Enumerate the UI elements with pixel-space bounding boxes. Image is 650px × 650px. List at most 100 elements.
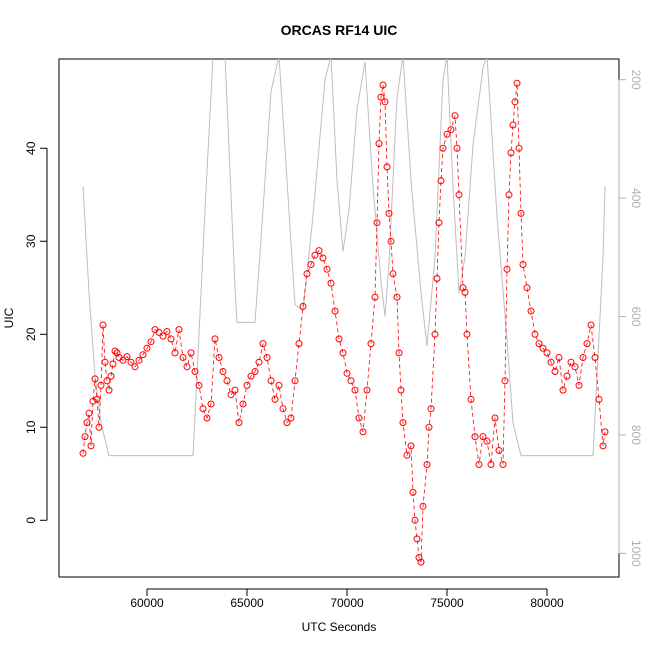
data-point: [443, 130, 451, 138]
data-point: [459, 284, 467, 292]
data-point: [147, 338, 155, 346]
chart-title: ORCAS RF14 UIC: [281, 22, 398, 38]
data-point: [287, 414, 295, 422]
uic-connector-line: [82, 83, 606, 563]
data-point: [559, 386, 567, 394]
data-point: [113, 349, 121, 357]
data-point: [491, 414, 499, 422]
data-point: [395, 349, 403, 357]
data-point: [109, 360, 117, 368]
data-point: [587, 321, 595, 329]
data-point: [359, 428, 367, 436]
right-axis-tick-label: 400: [629, 188, 643, 208]
data-point: [519, 261, 527, 268]
data-point: [327, 279, 335, 287]
data-point: [511, 98, 519, 106]
y-axis: 0 10 20 30 40: [24, 141, 48, 524]
data-point: [363, 386, 371, 394]
data-point: [203, 414, 211, 422]
data-point: [231, 386, 239, 394]
data-point: [299, 302, 307, 310]
data-point: [387, 237, 395, 245]
data-point: [323, 265, 331, 273]
right-axis-tick-label: 600: [629, 306, 643, 326]
data-point: [513, 79, 521, 87]
data-point: [399, 419, 407, 427]
data-point: [427, 405, 435, 413]
y-tick-label: 40: [24, 141, 38, 155]
data-point: [455, 191, 463, 199]
data-point: [487, 461, 495, 468]
data-point: [131, 363, 139, 371]
data-point: [463, 330, 471, 338]
data-point: [83, 419, 91, 427]
data-point: [85, 409, 93, 417]
data-point: [385, 209, 393, 217]
data-point: [99, 321, 107, 329]
data-point: [495, 447, 503, 454]
data-point: [175, 326, 183, 334]
data-point: [471, 433, 479, 441]
data-point: [413, 535, 421, 543]
data-point: [367, 340, 375, 348]
data-point: [397, 386, 405, 394]
data-point: [303, 270, 311, 278]
data-point: [509, 121, 517, 129]
data-point: [211, 335, 219, 343]
right-axis-series: [82, 59, 606, 457]
data-point: [527, 307, 535, 315]
data-point: [271, 395, 279, 403]
data-point: [191, 368, 199, 375]
data-point: [555, 354, 563, 361]
data-point: [539, 344, 547, 352]
data-point: [381, 98, 389, 106]
data-point: [251, 368, 259, 375]
data-point: [393, 293, 401, 301]
data-point: [425, 423, 433, 431]
data-point: [111, 347, 119, 355]
data-point: [423, 461, 431, 468]
data-point: [543, 349, 551, 357]
data-point: [371, 293, 379, 301]
x-axis: 60000 65000 70000 75000 80000: [130, 588, 564, 610]
data-point: [247, 372, 255, 380]
x-tick-label: 65000: [230, 596, 264, 610]
data-point: [467, 395, 475, 403]
data-point: [263, 354, 271, 361]
data-point: [275, 381, 283, 389]
data-point: [291, 377, 299, 385]
plot-frame: [58, 58, 620, 578]
data-point: [483, 437, 491, 445]
data-point: [417, 558, 425, 566]
data-point: [523, 284, 531, 292]
y-tick-label: 0: [24, 517, 38, 524]
data-point: [243, 381, 251, 389]
data-point: [551, 368, 559, 375]
data-point: [563, 372, 571, 380]
data-point: [437, 177, 445, 185]
data-point: [215, 354, 223, 361]
right-axis-tick-label: 1000: [629, 540, 643, 567]
data-point: [351, 386, 359, 394]
data-point: [267, 377, 275, 385]
data-point: [447, 126, 455, 134]
data-point: [279, 405, 287, 413]
data-point: [139, 351, 147, 359]
data-point: [383, 163, 391, 171]
data-point: [583, 340, 591, 348]
data-point: [103, 377, 111, 385]
x-axis-label: UTC Seconds: [302, 620, 377, 634]
data-point: [547, 358, 555, 366]
data-point: [143, 344, 151, 352]
right-axis-tick-label: 200: [629, 70, 643, 90]
data-point: [409, 488, 417, 496]
data-point: [89, 397, 97, 405]
data-point: [135, 356, 143, 364]
data-point: [411, 516, 419, 524]
x-tick-label: 70000: [330, 596, 364, 610]
data-point: [235, 419, 243, 427]
data-point: [95, 423, 103, 431]
data-point: [183, 363, 191, 371]
data-point: [179, 354, 187, 361]
